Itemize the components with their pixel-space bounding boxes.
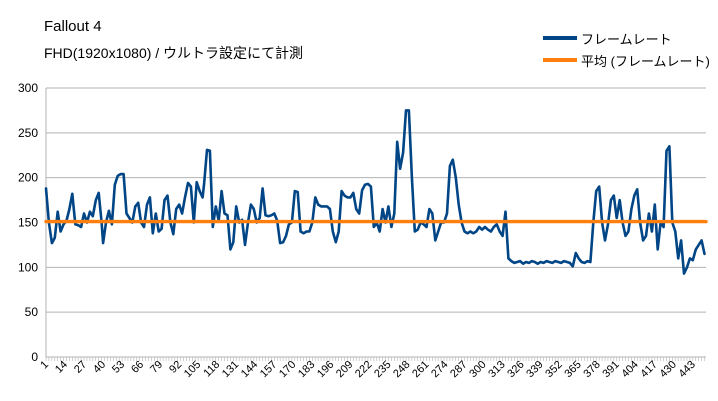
x-tick-label-183: 183 — [296, 359, 317, 380]
x-tick-label-196: 196 — [315, 359, 336, 380]
chart-title-block: Fallout 4 FHD(1920x1080) / ウルトラ設定にて計測 — [44, 18, 303, 63]
x-tick-label-248: 248 — [391, 359, 412, 380]
x-tick-label-352: 352 — [543, 359, 564, 380]
y-tick-label-300: 300 — [18, 81, 38, 95]
x-tick-label-222: 222 — [353, 359, 374, 380]
x-tick-label-105: 105 — [182, 359, 203, 380]
x-tick-label-391: 391 — [600, 359, 621, 380]
x-tick-label-131: 131 — [220, 359, 241, 380]
x-tick-label-14: 14 — [53, 359, 70, 376]
chart-title: Fallout 4 — [44, 18, 102, 35]
x-tick-label-326: 326 — [505, 359, 526, 380]
x-tick-label-209: 209 — [334, 359, 355, 380]
x-tick-label-66: 66 — [129, 359, 146, 376]
x-tick-label-40: 40 — [91, 359, 108, 376]
x-tick-label-53: 53 — [110, 359, 127, 376]
legend-swatch-framerate — [543, 36, 577, 40]
x-tick-label-378: 378 — [581, 359, 602, 380]
x-tick-label-261: 261 — [410, 359, 431, 380]
x-tick-label-92: 92 — [167, 359, 184, 376]
y-tick-label-50: 50 — [25, 305, 39, 319]
x-tick-label-274: 274 — [429, 359, 450, 380]
x-tick-label-339: 339 — [524, 359, 545, 380]
x-tick-label-443: 443 — [676, 359, 697, 380]
x-tick-label-417: 417 — [638, 359, 659, 380]
x-tick-label-170: 170 — [277, 359, 298, 380]
series-line-framerate — [44, 109, 706, 275]
y-tick-label-250: 250 — [18, 126, 38, 140]
x-tick-label-430: 430 — [657, 359, 678, 380]
legend: フレームレート 平均 (フレームレート) — [543, 28, 710, 72]
x-tick-label-157: 157 — [258, 359, 279, 380]
legend-swatch-average — [543, 58, 577, 62]
x-tick-label-287: 287 — [448, 359, 469, 380]
legend-label-framerate: フレームレート — [581, 31, 672, 47]
x-tick-label-27: 27 — [72, 359, 89, 376]
chart-subtitle: FHD(1920x1080) / ウルトラ設定にて計測 — [44, 45, 304, 61]
x-tick-label-313: 313 — [486, 359, 507, 380]
legend-item-average: 平均 (フレームレート) — [543, 50, 710, 70]
x-tick-label-235: 235 — [372, 359, 393, 380]
x-tick-label-300: 300 — [467, 359, 488, 380]
y-tick-label-100: 100 — [18, 260, 38, 274]
x-tick-label-365: 365 — [562, 359, 583, 380]
x-tick-label-404: 404 — [619, 359, 640, 380]
x-tick-label-79: 79 — [148, 359, 165, 376]
legend-label-average: 平均 (フレームレート) — [581, 53, 710, 69]
legend-item-framerate: フレームレート — [543, 28, 710, 48]
y-tick-label-200: 200 — [18, 171, 38, 185]
x-tick-label-118: 118 — [201, 359, 222, 380]
x-tick-label-144: 144 — [239, 359, 260, 380]
y-tick-label-0: 0 — [31, 350, 38, 364]
y-tick-label-150: 150 — [18, 216, 38, 230]
